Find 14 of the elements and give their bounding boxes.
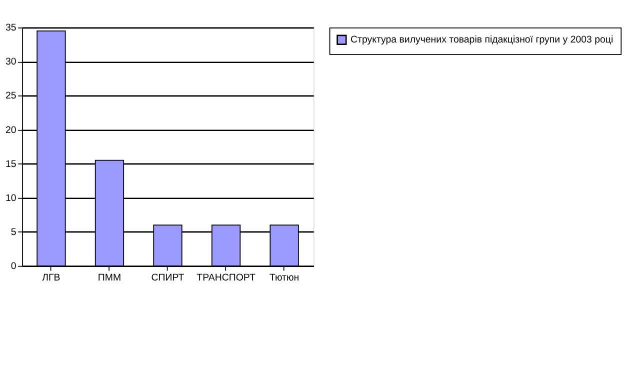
- y-tick-label: 5: [10, 226, 16, 238]
- legend-label: Структура вилучених товарів підакцізної групи у 2003 році: [350, 34, 614, 46]
- y-tick-label: 0: [10, 260, 17, 272]
- y-tick-label: 30: [6, 56, 17, 68]
- y-tick-label: 15: [6, 158, 16, 170]
- y-tick-label: 20: [6, 124, 17, 136]
- x-tick-label: ТРАНСПОРТ: [196, 272, 256, 284]
- x-tick-label: Тютюн: [269, 272, 300, 284]
- y-tick-label: 35: [6, 22, 16, 34]
- x-tick-label: СПИРТ: [151, 272, 184, 284]
- x-tick-label: ПММ: [98, 272, 122, 284]
- y-tick-label: 10: [6, 192, 17, 204]
- y-tick-label: 25: [6, 90, 16, 102]
- x-tick-label: ЛГВ: [42, 272, 60, 284]
